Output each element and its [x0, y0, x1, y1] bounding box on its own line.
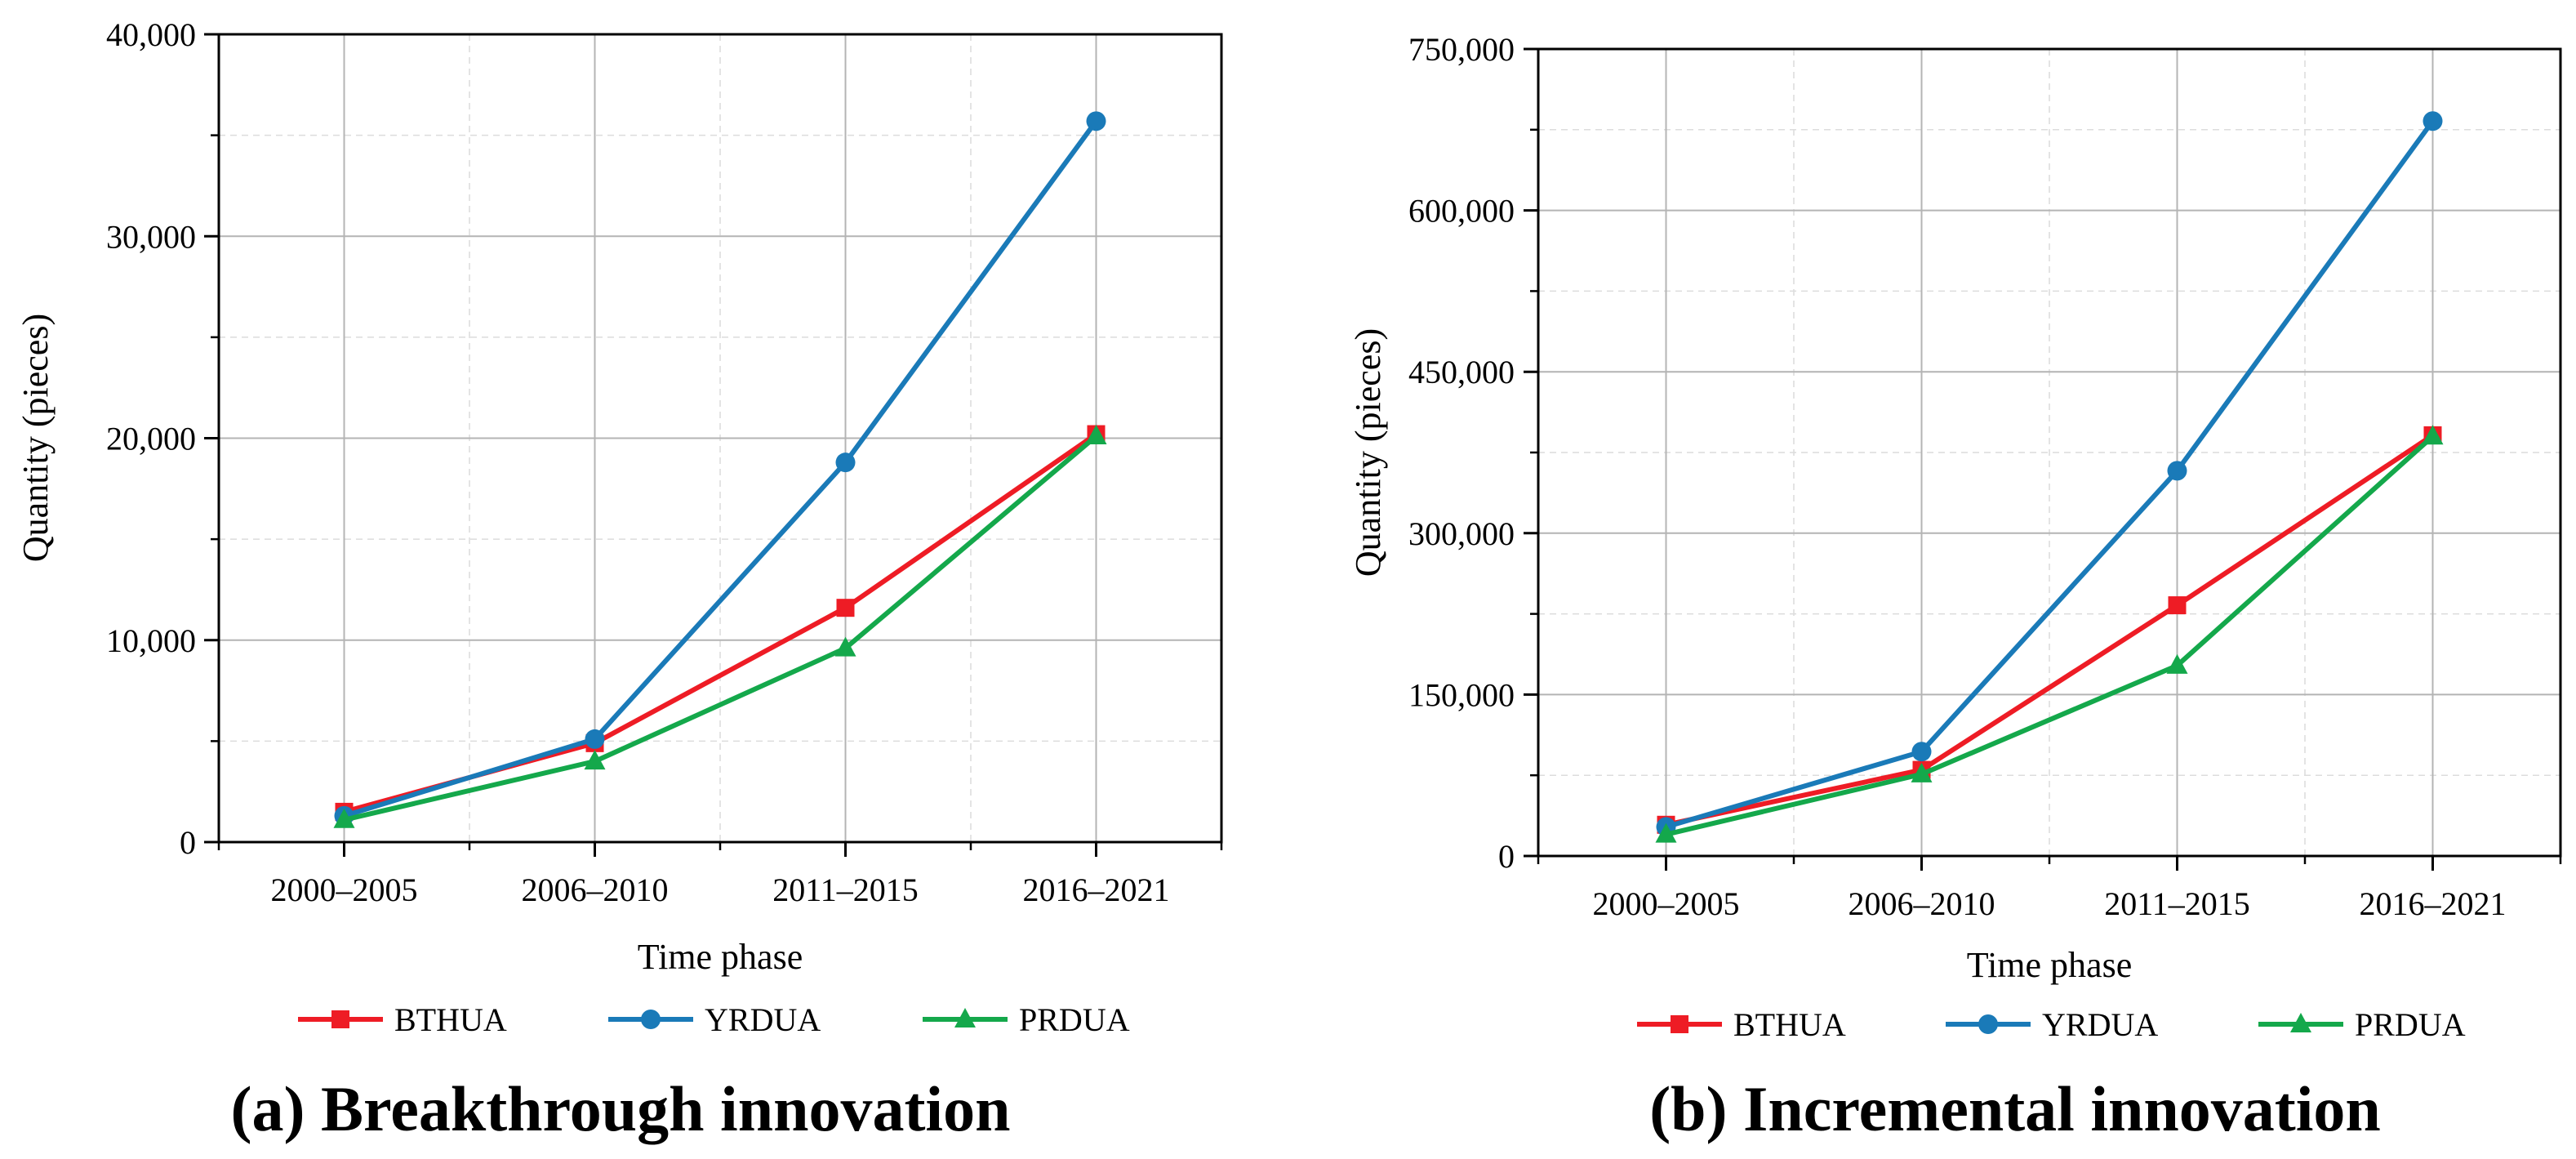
legend-marker — [641, 1010, 661, 1029]
x-tick-label: 2016–2021 — [1023, 871, 1170, 908]
legend: BTHUA YRDUA PRDUA — [298, 1001, 1130, 1038]
panel-caption: (b) Incremental innovation — [1649, 1073, 2381, 1144]
chart-panel-a: 0 10,000 20,000 30,000 40,000 2000–2005 2006–2… — [16, 16, 1223, 1144]
series-line-yrdua — [1665, 119, 2435, 830]
legend-marker — [2290, 1013, 2311, 1032]
y-tick-label: 0 — [180, 824, 196, 861]
x-tick-label: 2000–2005 — [271, 871, 418, 908]
data-point-prdua — [1085, 425, 1107, 445]
x-tick-label: 2006–2010 — [1849, 885, 1995, 922]
legend-item: BTHUA — [298, 1001, 507, 1038]
y-tick-label: 0 — [1498, 838, 1515, 875]
x-tick-label: 2011–2015 — [772, 871, 919, 908]
data-point-bthua — [836, 599, 855, 617]
y-tick-label: 10,000 — [106, 622, 196, 659]
legend-item: PRDUA — [923, 1001, 1130, 1038]
series-line-prdua — [343, 434, 1098, 822]
series-line-prdua — [1665, 435, 2435, 837]
legend-item: BTHUA — [1637, 1006, 1846, 1043]
x-tick-label: 2011–2015 — [2104, 885, 2250, 922]
legend-marker — [1671, 1015, 1688, 1033]
y-tick-label: 750,000 — [1408, 31, 1515, 68]
data-point-yrdua — [2423, 111, 2443, 132]
legend-label: YRDUA — [2042, 1006, 2158, 1043]
legend-marker — [331, 1010, 349, 1028]
y-tick-label: 20,000 — [106, 421, 196, 457]
legend: BTHUA YRDUA PRDUA — [1637, 1006, 2466, 1043]
legend-item: YRDUA — [1946, 1006, 2158, 1043]
data-point-prdua — [2166, 653, 2188, 674]
data-point-bthua — [2168, 596, 2187, 615]
y-tick-label: 30,000 — [106, 218, 196, 255]
data-point-yrdua — [2167, 461, 2187, 481]
y-tick-label: 600,000 — [1408, 193, 1515, 230]
legend-label: PRDUA — [2355, 1006, 2466, 1043]
data-point-prdua — [834, 636, 856, 657]
y-tick-label: 450,000 — [1408, 354, 1515, 390]
y-tick-label: 150,000 — [1408, 676, 1515, 713]
legend-label: YRDUA — [705, 1001, 821, 1038]
x-tick-label: 2006–2010 — [522, 871, 669, 908]
data-point-prdua — [2422, 425, 2444, 445]
y-tick-label: 300,000 — [1408, 515, 1515, 552]
legend-label: BTHUA — [1733, 1006, 1846, 1043]
data-point-prdua — [1655, 822, 1677, 843]
x-axis-title: Time phase — [1967, 945, 2133, 985]
y-tick-label: 40,000 — [106, 16, 196, 53]
legend-item: PRDUA — [2258, 1006, 2466, 1043]
data-point-yrdua — [1086, 111, 1106, 132]
x-tick-label: 2000–2005 — [1593, 885, 1740, 922]
x-tick-label: 2016–2021 — [2360, 885, 2507, 922]
legend-marker — [1978, 1014, 1998, 1034]
data-point-prdua — [584, 750, 606, 770]
data-point-prdua — [333, 808, 355, 828]
data-point-yrdua — [835, 452, 856, 473]
data-point-yrdua — [585, 729, 605, 749]
series-prdua — [333, 425, 1107, 828]
y-axis-title: Quantity (pieces) — [16, 314, 56, 562]
legend-item: YRDUA — [608, 1001, 821, 1038]
series-prdua — [1655, 425, 2444, 843]
legend-label: PRDUA — [1019, 1001, 1130, 1038]
series-line-bthua — [1665, 433, 2435, 827]
chart-panel-b: 0 150,000 300,000 450,000 600,000 750,000 2000… — [1348, 31, 2562, 1144]
legend-label: BTHUA — [394, 1001, 507, 1038]
x-axis-title: Time phase — [638, 937, 803, 977]
y-axis-title: Quantity (pieces) — [1348, 328, 1388, 577]
legend-marker — [954, 1008, 976, 1027]
data-point-yrdua — [1911, 742, 1932, 762]
data-point-prdua — [1911, 762, 1933, 782]
series-line-yrdua — [343, 119, 1098, 818]
panel-caption: (a) Breakthrough innovation — [231, 1073, 1011, 1144]
